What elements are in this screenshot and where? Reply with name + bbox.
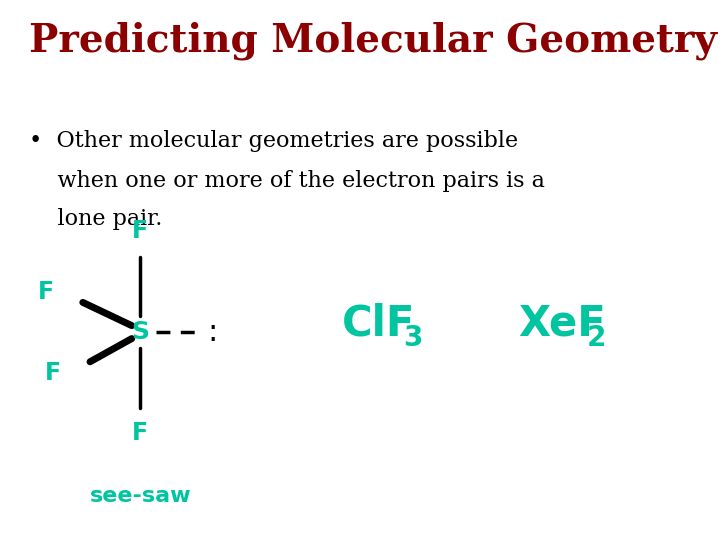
Text: ClF: ClF: [342, 303, 415, 345]
Text: when one or more of the electron pairs is a: when one or more of the electron pairs i…: [29, 170, 544, 192]
Text: S: S: [132, 320, 150, 344]
Text: F: F: [132, 421, 148, 445]
Text: :: :: [207, 318, 217, 347]
Text: F: F: [132, 219, 148, 243]
Text: XeF: XeF: [518, 303, 606, 345]
Text: 3: 3: [403, 323, 423, 352]
Text: •  Other molecular geometries are possible: • Other molecular geometries are possibl…: [29, 130, 518, 152]
Text: F: F: [38, 280, 54, 303]
Text: lone pair.: lone pair.: [29, 208, 162, 230]
Text: see-saw: see-saw: [89, 486, 192, 506]
Text: 2: 2: [587, 323, 606, 352]
Text: F: F: [45, 361, 61, 384]
Text: Predicting Molecular Geometry: Predicting Molecular Geometry: [29, 22, 717, 60]
